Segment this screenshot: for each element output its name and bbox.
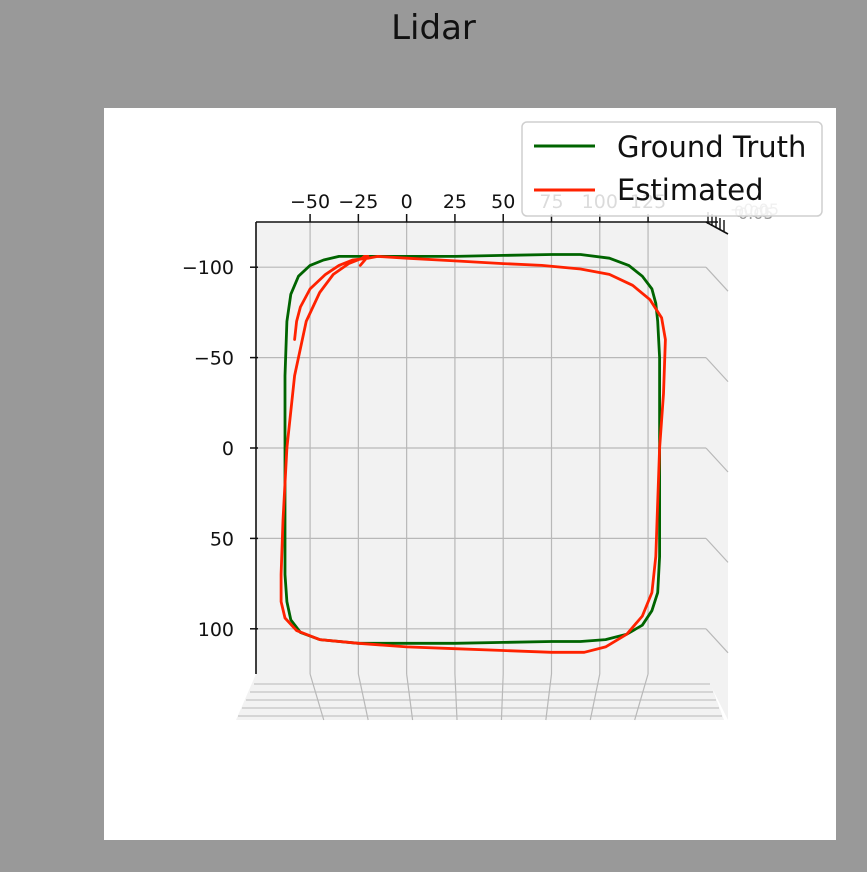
series-line-estimated [279,254,667,654]
x-tick-label: 0 [401,191,413,213]
grid [238,222,729,721]
chart-title: Lidar [391,8,476,48]
series-layer [279,253,667,654]
x-floor-gridline [406,673,414,721]
legend: Ground Truth Estimated [521,121,823,217]
side-pane [705,222,728,720]
legend-box [521,121,823,217]
x-floor-gridline [500,673,504,721]
x-floor-gridline [589,673,601,721]
y-side-gridline [705,266,729,292]
y-side-gridline [705,357,729,383]
y-side-gridline [705,447,729,473]
x-floor-gridline [309,673,325,721]
x-floor-gridline [545,673,553,721]
legend-label-estimated: Estimated [617,173,764,207]
x-floor-gridline [357,673,369,721]
y-tick-label: 100 [198,619,234,641]
y-side-gridline [705,537,729,563]
x-tick-label: −25 [338,191,378,213]
x-tick-label: 50 [491,191,515,213]
y-tick-label: −50 [194,348,234,370]
x-tick-label: 25 [443,191,467,213]
y-tick-label: −100 [182,257,234,279]
x-floor-gridline [634,673,649,721]
y-side-gridline [705,628,729,654]
x-tick-label: −50 [290,191,330,213]
x-floor-gridline [454,673,458,721]
series-line-ground-truth [283,253,661,645]
y-tick-label: 0 [222,438,234,460]
y-tick-label: 50 [210,528,234,550]
floor-pane [236,674,724,720]
legend-label-ground-truth: Ground Truth [617,130,806,164]
